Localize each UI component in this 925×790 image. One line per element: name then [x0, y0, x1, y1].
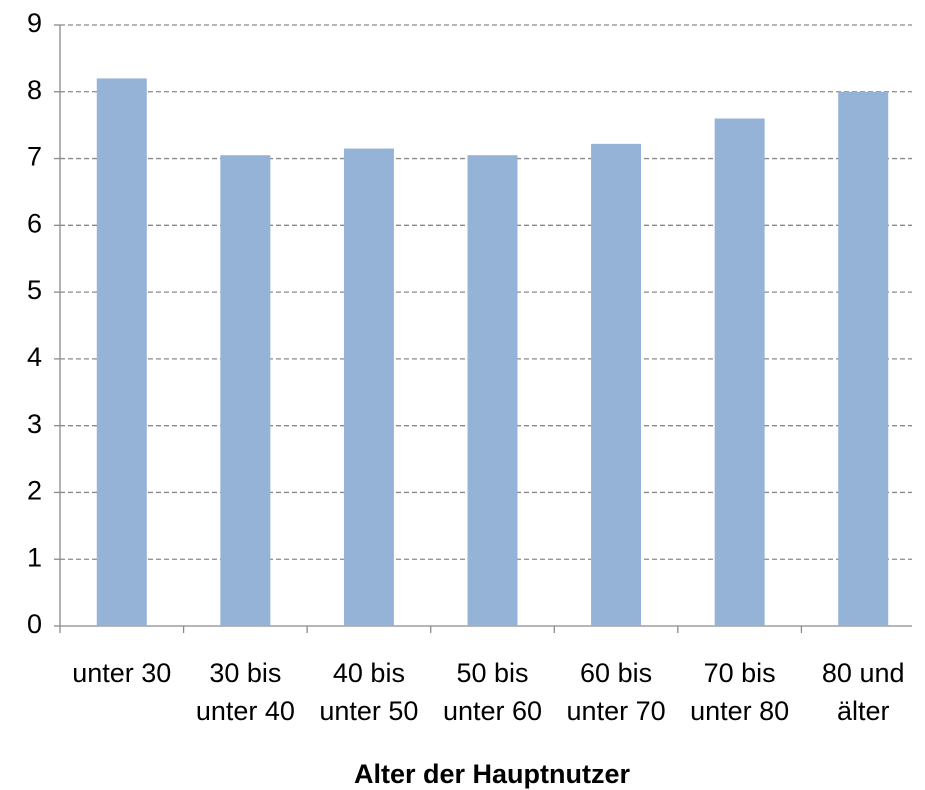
x-tick-label: unter 60 [443, 696, 542, 726]
x-tick-label: unter 80 [690, 696, 789, 726]
x-tick-label: 40 bis [333, 658, 405, 688]
y-tick-label: 3 [27, 409, 42, 439]
x-tick-label: unter 50 [319, 696, 418, 726]
x-tick-label: 30 bis [209, 658, 281, 688]
y-tick-label: 9 [27, 8, 42, 38]
y-tick-label: 1 [27, 542, 42, 572]
y-tick-label: 2 [27, 476, 42, 506]
x-tick-label: unter 30 [72, 658, 171, 688]
x-axis-title: Alter der Hauptnutzer [354, 759, 631, 789]
bar [96, 78, 147, 626]
y-tick-label: 7 [27, 142, 42, 172]
x-tick-label: älter [837, 696, 890, 726]
bar [714, 118, 765, 626]
x-tick-label: unter 70 [567, 696, 666, 726]
bar [838, 91, 889, 627]
bar [591, 143, 642, 626]
bar [467, 155, 518, 626]
x-tick-label: 60 bis [580, 658, 652, 688]
x-tick-label: unter 40 [196, 696, 295, 726]
y-tick-label: 5 [27, 275, 42, 305]
y-tick-label: 6 [27, 208, 42, 238]
y-tick-label: 4 [27, 342, 42, 372]
bar [220, 155, 271, 626]
x-tick-label: 80 und [822, 658, 905, 688]
y-tick-label: 0 [27, 609, 42, 639]
bar [343, 148, 394, 627]
y-tick-label: 8 [27, 75, 42, 105]
x-tick-label: 50 bis [456, 658, 528, 688]
x-tick-label: 70 bis [704, 658, 776, 688]
